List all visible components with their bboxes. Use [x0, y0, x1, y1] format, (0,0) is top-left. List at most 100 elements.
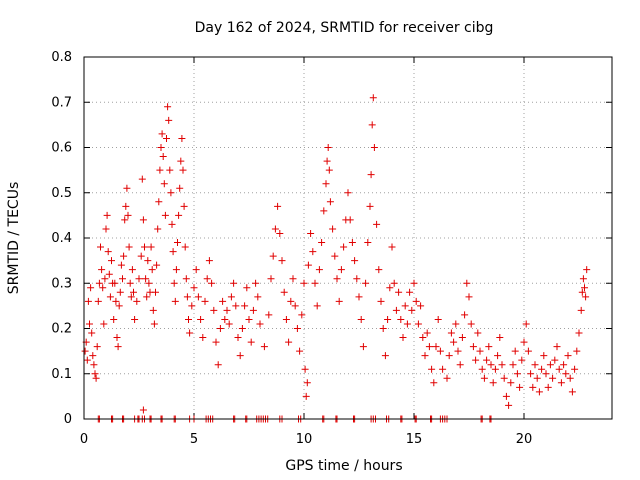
data-point	[143, 293, 151, 301]
data-point	[90, 361, 98, 369]
data-point	[256, 320, 264, 328]
data-point	[234, 334, 242, 342]
data-point	[538, 365, 546, 373]
data-point	[208, 279, 216, 287]
data-point	[324, 144, 332, 151]
data-point	[353, 275, 361, 283]
data-point	[452, 320, 460, 328]
data-point	[370, 144, 378, 151]
data-point	[425, 343, 433, 351]
data-point	[232, 302, 240, 310]
data-point	[148, 266, 156, 274]
data-point	[355, 293, 363, 301]
y-tick-label: 0	[64, 412, 72, 427]
data-point	[478, 365, 486, 373]
data-point	[186, 329, 194, 337]
data-point	[417, 302, 425, 310]
data-point	[496, 334, 504, 342]
data-point	[524, 347, 532, 355]
data-point	[364, 239, 372, 247]
data-point	[522, 320, 530, 328]
data-point	[181, 243, 189, 251]
data-point	[476, 347, 484, 355]
data-point	[513, 370, 521, 378]
data-point	[412, 297, 420, 305]
data-point	[403, 320, 411, 328]
data-point	[154, 225, 162, 233]
data-point	[463, 279, 471, 287]
data-point	[117, 261, 125, 269]
data-point	[480, 374, 488, 382]
data-point	[527, 370, 535, 378]
y-tick-label: 0.1	[51, 367, 72, 382]
data-point	[575, 329, 583, 337]
data-point	[461, 311, 469, 319]
data-point	[101, 275, 109, 283]
data-point	[84, 297, 92, 305]
data-point	[203, 275, 211, 283]
data-point	[302, 392, 310, 400]
data-point	[320, 207, 328, 215]
data-point	[408, 306, 416, 314]
y-tick-label: 0.4	[51, 231, 72, 246]
data-point	[573, 347, 581, 355]
data-point	[274, 202, 282, 210]
data-point	[325, 166, 333, 174]
data-point	[568, 388, 576, 396]
data-point	[180, 202, 188, 210]
data-point	[366, 202, 374, 210]
data-point	[375, 266, 383, 274]
data-point	[147, 243, 155, 251]
data-point	[553, 343, 561, 351]
data-point	[540, 352, 548, 360]
data-point	[531, 361, 539, 369]
data-point	[120, 252, 128, 260]
data-point	[177, 157, 185, 165]
data-point	[447, 329, 455, 337]
data-point	[377, 297, 385, 305]
data-point	[168, 220, 176, 228]
data-point	[472, 356, 480, 364]
data-point	[566, 374, 574, 382]
data-point	[141, 243, 148, 251]
data-point	[269, 252, 277, 260]
data-point	[197, 315, 205, 323]
data-point	[542, 370, 550, 378]
data-point	[188, 302, 196, 310]
data-point	[397, 315, 405, 323]
data-point	[282, 315, 290, 323]
data-point	[280, 288, 288, 296]
data-point	[174, 239, 181, 247]
data-point	[192, 266, 200, 274]
data-point	[130, 288, 137, 296]
data-point	[106, 293, 114, 301]
data-point	[267, 275, 275, 283]
data-point	[326, 198, 334, 206]
data-point	[159, 153, 167, 161]
data-point	[533, 374, 541, 382]
data-point	[155, 198, 163, 206]
data-point	[166, 166, 174, 174]
data-point	[311, 279, 319, 287]
data-point	[357, 315, 365, 323]
data-point	[125, 243, 133, 251]
data-point	[494, 352, 502, 360]
data-point	[331, 252, 339, 260]
data-point	[406, 288, 414, 296]
data-point	[113, 334, 121, 342]
y-tick-label: 0.7	[51, 95, 72, 110]
data-point	[369, 94, 377, 102]
data-point	[511, 347, 519, 355]
data-point	[340, 243, 348, 251]
data-point	[498, 361, 506, 369]
data-point	[183, 293, 191, 301]
data-point	[367, 171, 375, 179]
data-point	[254, 293, 262, 301]
data-point	[133, 297, 141, 305]
data-point	[128, 266, 136, 274]
data-point	[346, 216, 354, 224]
data-point	[583, 266, 591, 274]
data-point	[581, 284, 588, 292]
x-axis-label: GPS time / hours	[285, 458, 402, 474]
data-point	[185, 315, 192, 323]
